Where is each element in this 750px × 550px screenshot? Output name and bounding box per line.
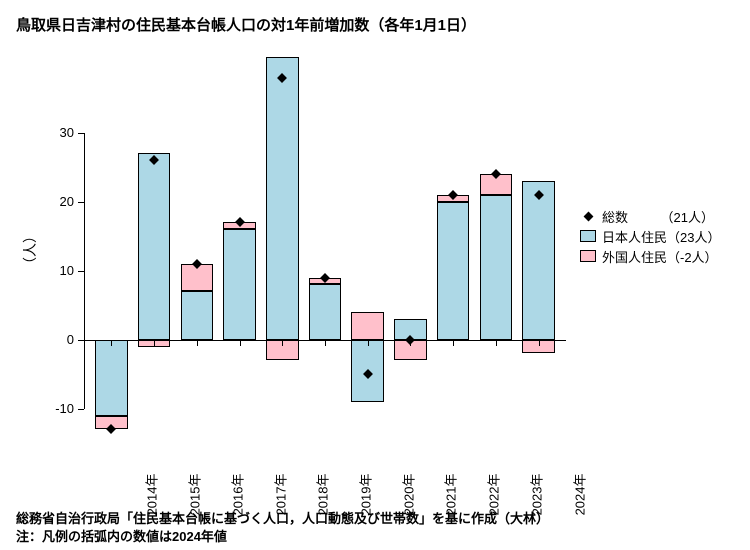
- ytick-mark: [78, 340, 84, 341]
- legend-item-foreign: 外国人住民（-2人）: [580, 246, 720, 266]
- ytick-mark: [78, 271, 84, 272]
- y-axis-label: （人）: [20, 229, 40, 271]
- legend-label: 日本人住民（23人）: [602, 227, 720, 246]
- bar: [480, 195, 512, 340]
- xtick-mark: [154, 340, 155, 346]
- plot-area: -1001020302014年2015年2016年2017年2018年2019年…: [90, 50, 560, 450]
- diamond-icon: [584, 211, 594, 221]
- xtick-label: 2024年: [569, 474, 588, 516]
- legend-label: 総数 （21人）: [602, 207, 714, 226]
- bar: [351, 312, 383, 340]
- ytick-label: 30: [44, 125, 74, 140]
- swatch-icon: [580, 250, 596, 262]
- legend-item-japanese: 日本人住民（23人）: [580, 226, 720, 246]
- xtick-mark: [496, 340, 497, 346]
- xtick-mark: [368, 340, 369, 346]
- bar: [266, 57, 298, 340]
- xtick-mark: [240, 340, 241, 346]
- xtick-mark: [197, 340, 198, 346]
- swatch-icon: [580, 230, 596, 242]
- bar: [437, 202, 469, 340]
- ytick-mark: [78, 133, 84, 134]
- ytick-label: 10: [44, 263, 74, 278]
- legend-label: 外国人住民（-2人）: [602, 247, 718, 266]
- bar: [223, 229, 255, 339]
- ytick-mark: [78, 202, 84, 203]
- footer-note: 注：凡例の括弧内の数値は2024年値: [16, 526, 227, 545]
- xtick-mark: [325, 340, 326, 346]
- xtick-mark: [282, 340, 283, 346]
- chart-title: 鳥取県日吉津村の住民基本台帳人口の対1年前増加数（各年1月1日）: [16, 14, 476, 35]
- y-axis-line: [84, 133, 85, 409]
- legend: 総数 （21人） 日本人住民（23人） 外国人住民（-2人）: [580, 206, 720, 266]
- footer-source: 総務省自治行政局「住民基本台帳に基づく人口，人口動態及び世帯数」を基に作成（大林…: [16, 508, 549, 527]
- ytick-label: 0: [44, 332, 74, 347]
- xtick-mark: [111, 340, 112, 346]
- bar: [309, 284, 341, 339]
- xtick-mark: [539, 340, 540, 346]
- ytick-label: 20: [44, 194, 74, 209]
- bar: [138, 153, 170, 339]
- bar: [95, 340, 127, 416]
- legend-item-total: 総数 （21人）: [580, 206, 720, 226]
- bar: [181, 291, 213, 339]
- ytick-label: -10: [44, 401, 74, 416]
- ytick-mark: [78, 409, 84, 410]
- bar: [522, 181, 554, 340]
- xtick-mark: [453, 340, 454, 346]
